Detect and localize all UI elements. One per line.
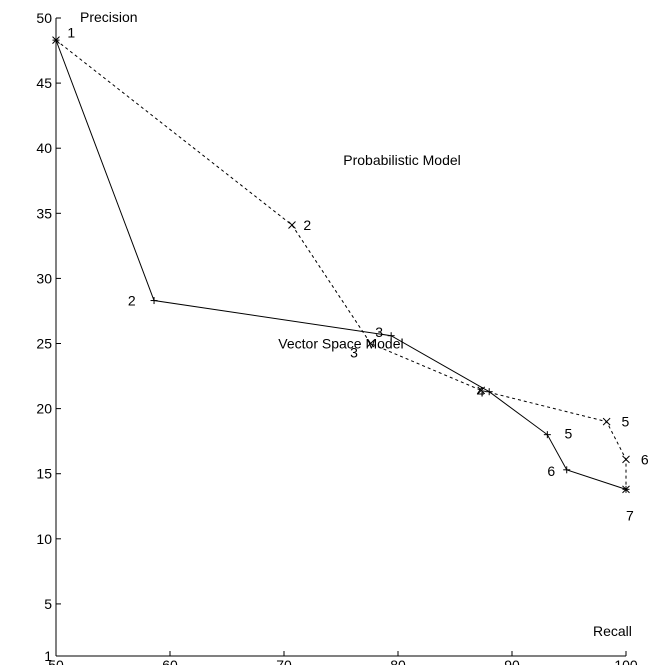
vector-space-model-point (543, 431, 551, 439)
vector-space-model-point (563, 466, 571, 474)
x-tick-label: 100 (614, 657, 638, 665)
y-tick-label: 50 (36, 10, 52, 26)
vector-space-model-point (387, 332, 395, 340)
y-tick-label: 45 (36, 75, 52, 91)
y-tick-label: 30 (36, 270, 52, 286)
vector-space-model-point (150, 297, 158, 305)
y-tick-label: 5 (44, 596, 52, 612)
y-tick-label: 15 (36, 466, 52, 482)
x-axis-label: Recall (593, 623, 632, 639)
point-annotation: 6 (641, 451, 649, 467)
x-tick-label: 70 (276, 657, 292, 665)
point-annotation: Probabilistic Model (343, 152, 461, 168)
point-annotation: 3 (350, 345, 358, 361)
x-tick-label: 60 (162, 657, 178, 665)
probabilistic-model-point (622, 455, 630, 464)
point-annotation: 7 (626, 507, 634, 523)
probabilistic-model-line (55, 39, 627, 490)
probabilistic-model-point (366, 339, 375, 348)
probabilistic-model-point (602, 417, 611, 426)
y-tick-label: 10 (36, 531, 52, 547)
point-annotation: 3 (375, 324, 383, 340)
x-tick-label: 90 (504, 657, 520, 665)
y-tick-label: 20 (36, 401, 52, 417)
series-layer (52, 36, 630, 494)
point-annotation: 5 (621, 414, 629, 430)
point-annotation: 6 (547, 463, 555, 479)
probabilistic-model-point (52, 36, 60, 44)
probabilistic-model-point (477, 386, 486, 395)
y-tick-label: 25 (36, 336, 52, 352)
point-annotation: 4 (477, 384, 485, 400)
y-tick-label: 35 (36, 205, 52, 221)
probabilistic-model-point (288, 221, 296, 229)
point-annotation: Vector Space Model (278, 336, 403, 352)
point-annotation: 1 (67, 24, 75, 40)
point-annotation: 2 (303, 217, 311, 233)
x-tick-label: 80 (390, 657, 406, 665)
y-tick-label: 1 (44, 648, 52, 664)
y-tick-label: 40 (36, 140, 52, 156)
point-annotation: 5 (564, 425, 572, 441)
x-tick-label: 50 (48, 657, 64, 665)
point-annotation: 2 (128, 293, 136, 309)
y-axis-label: Precision (80, 9, 138, 25)
probabilistic-model-point (622, 485, 630, 494)
vector-space-model-point (485, 388, 493, 396)
